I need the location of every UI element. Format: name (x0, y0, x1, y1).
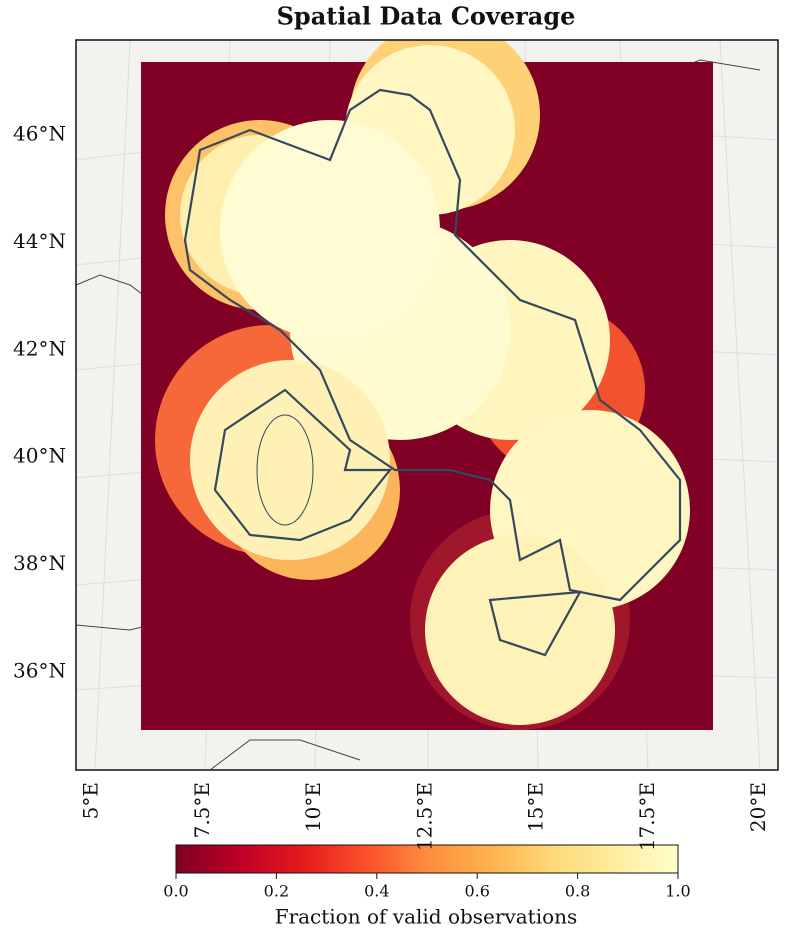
lon-label: 5°E (79, 782, 103, 819)
lon-label: 20°E (746, 782, 770, 832)
lat-label: 44°N (13, 229, 66, 253)
map-title: Spatial Data Coverage (277, 2, 576, 31)
map-area (76, 40, 778, 770)
lon-label: 17.5°E (635, 782, 659, 851)
map-frame (75, 39, 779, 771)
lat-label: 42°N (13, 336, 66, 360)
coverage-areas (155, 40, 690, 730)
lon-label: 12.5°E (412, 782, 436, 851)
lon-label: 10°E (301, 782, 325, 832)
colorbar-tick-label: 0.8 (565, 882, 590, 901)
colorbar-tick-label: 1.0 (665, 882, 690, 901)
colorbar-tick-label: 0.2 (264, 882, 289, 901)
colorbar-tick-label: 0.4 (364, 882, 389, 901)
lat-label: 40°N (13, 444, 66, 468)
lat-label: 46°N (13, 122, 66, 146)
lat-label: 38°N (13, 551, 66, 575)
italy-outline (183, 88, 682, 657)
colorbar-label: Fraction of valid observations (275, 905, 578, 929)
colorbar-tick-label: 0.6 (464, 882, 489, 901)
lat-label: 36°N (13, 659, 66, 683)
lon-label: 7.5°E (190, 782, 214, 838)
colorbar-tick-label: 0.0 (163, 882, 188, 901)
colorbar (175, 844, 679, 874)
lon-label: 15°E (524, 782, 548, 832)
